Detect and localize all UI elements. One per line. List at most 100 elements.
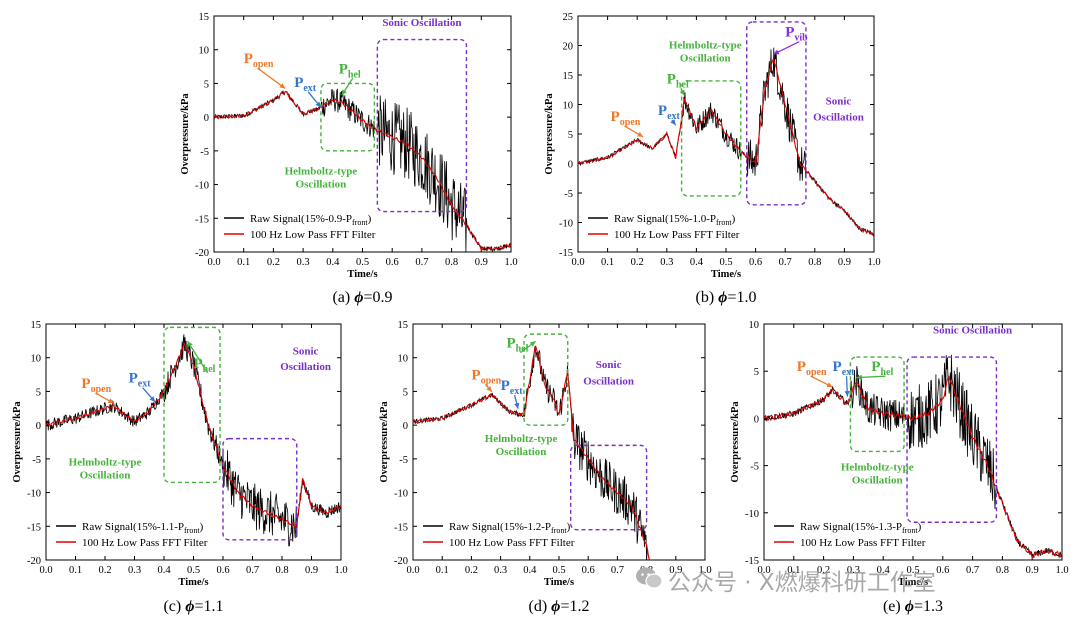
x-tick-label: 0.4	[157, 565, 171, 576]
y-tick-label: 15	[199, 12, 210, 23]
x-tick-label: 0.6	[936, 565, 949, 576]
x-tick-label: 0.9	[475, 257, 488, 268]
x-axis-label: Time/s	[347, 269, 377, 280]
y-axis-label: Overpressure/kPa	[730, 401, 741, 483]
y-tick-label: 5	[36, 387, 41, 398]
p-hel-label: Phel	[506, 336, 528, 355]
chart-panel-3: 0.0 0.1 0.2 0.3 0.4 0.5 0.6 0.7 0.8 0.9 1.0 -20 -15 -…	[12, 320, 348, 615]
panel-caption: (a) ϕ=0.9	[332, 289, 392, 306]
x-tick-label: 0.7	[415, 257, 428, 268]
helmholtz-region-box	[680, 80, 742, 197]
x-tick-label: 0.3	[847, 565, 860, 576]
sonic-region-box	[906, 356, 998, 523]
series-group	[214, 88, 511, 252]
series-group	[46, 334, 341, 547]
x-tick-label: 0.2	[817, 565, 830, 576]
series-filter-line	[764, 375, 1062, 559]
y-tick-label: 0	[754, 414, 759, 425]
x-tick-label: 1.0	[698, 565, 711, 576]
y-tick-label: -10	[745, 509, 759, 520]
p-open-label: Popen	[471, 367, 501, 386]
p-ext-arrowhead	[514, 402, 520, 409]
y-tick-label: -20	[27, 556, 41, 567]
wechat-logo-icon	[636, 567, 663, 589]
x-tick-label: 0.9	[838, 257, 851, 268]
y-tick-label: 20	[563, 42, 574, 53]
sonic-region-box	[376, 38, 468, 213]
p-vib-arrowhead	[773, 49, 780, 55]
sonic-region-box	[746, 21, 807, 206]
x-tick-label: 0.1	[787, 565, 800, 576]
x-tick-label: 0.1	[237, 257, 250, 268]
p-hel-arrowhead	[856, 374, 862, 380]
y-tick-label: 15	[398, 320, 409, 331]
y-tick-label: -5	[750, 462, 759, 473]
p-hel-arrowhead	[529, 341, 536, 347]
y-tick-label: -15	[195, 214, 209, 225]
y-tick-label: -20	[394, 556, 408, 567]
y-tick-label: -5	[32, 455, 41, 466]
helmholtz-label-line2: Oscillation	[852, 474, 903, 486]
helmholtz-label-line1: Helmboltz-type	[669, 39, 742, 51]
p-hel-arrow	[187, 340, 209, 374]
y-axis-label: Overpressure/kPa	[379, 401, 390, 483]
series-filter-line	[578, 56, 874, 236]
helmholtz-label-line1: Helmboltz-type	[69, 457, 142, 469]
y-tick-label: 5	[754, 367, 759, 378]
x-tick-label: 0.9	[669, 565, 682, 576]
legend-raw-label: Raw Signal(15%-1.3-Pfront)	[800, 521, 922, 535]
sonic-region-box	[222, 437, 298, 541]
watermark-text: 公众号 · X燃爆科研工作室	[668, 570, 936, 596]
sonic-label-line1: Sonic	[293, 345, 319, 357]
sonic-label-line1: Sonic	[596, 359, 622, 371]
x-tick-label: 0.5	[552, 565, 565, 576]
x-tick-label: 0.3	[660, 257, 673, 268]
y-tick-label: -15	[394, 522, 408, 533]
y-tick-label: -10	[559, 219, 573, 230]
p-hel-label: Phel	[667, 71, 689, 90]
x-tick-label: 0.7	[966, 565, 979, 576]
x-axis-label: Time/s	[898, 577, 928, 588]
series-filter-line	[214, 91, 511, 252]
y-tick-label: 10	[199, 46, 210, 57]
helmholtz-label-line2: Oscillation	[296, 178, 347, 190]
y-tick-label: -5	[200, 147, 209, 158]
p-ext-label: Pext	[501, 378, 524, 397]
x-axis-label: Time/s	[711, 269, 741, 280]
series-filter-line	[46, 342, 341, 529]
x-tick-label: 0.2	[267, 257, 280, 268]
helmholtz-region-box	[523, 333, 569, 426]
y-tick-label: -20	[195, 248, 209, 259]
p-hel-arrowhead	[679, 89, 685, 96]
helmholtz-region-box	[163, 326, 221, 484]
x-tick-label: 0.0	[571, 257, 584, 268]
x-tick-label: 0.2	[631, 257, 644, 268]
legend-filter-label: 100 Hz Low Pass FFT Filter	[82, 537, 208, 549]
x-tick-label: 0.5	[719, 257, 732, 268]
y-tick-label: -10	[195, 181, 209, 192]
p-hel-label: Phel	[194, 356, 216, 375]
x-tick-label: 0.0	[207, 257, 220, 268]
y-axis-label: Overpressure/kPa	[12, 401, 23, 483]
p-vib-label: Pvib	[785, 25, 808, 44]
y-tick-label: -15	[559, 248, 573, 259]
panel-caption: (d) ϕ=1.2	[529, 598, 590, 615]
series-filter-line	[413, 345, 650, 560]
y-tick-label: -5	[399, 455, 408, 466]
y-tick-label: -10	[27, 489, 41, 500]
helmholtz-label-line2: Oscillation	[680, 52, 731, 64]
p-open-arrowhead	[486, 386, 492, 392]
x-tick-label: 0.0	[406, 565, 419, 576]
x-tick-label: 0.9	[305, 565, 318, 576]
series-group	[413, 345, 650, 560]
y-axis-label: Overpressure/kPa	[544, 93, 555, 175]
helmholtz-label-line1: Helmboltz-type	[285, 165, 358, 177]
sonic-label-line1: Sonic Oscillation	[382, 17, 461, 29]
p-open-arrowhead	[107, 398, 114, 404]
legend-raw-label: Raw Signal(15%-1.0-Pfront)	[614, 213, 736, 227]
helmholtz-label-line2: Oscillation	[496, 446, 547, 458]
y-tick-label: 15	[31, 320, 42, 331]
y-tick-label: 10	[563, 101, 574, 112]
y-tick-label: 5	[403, 387, 408, 398]
